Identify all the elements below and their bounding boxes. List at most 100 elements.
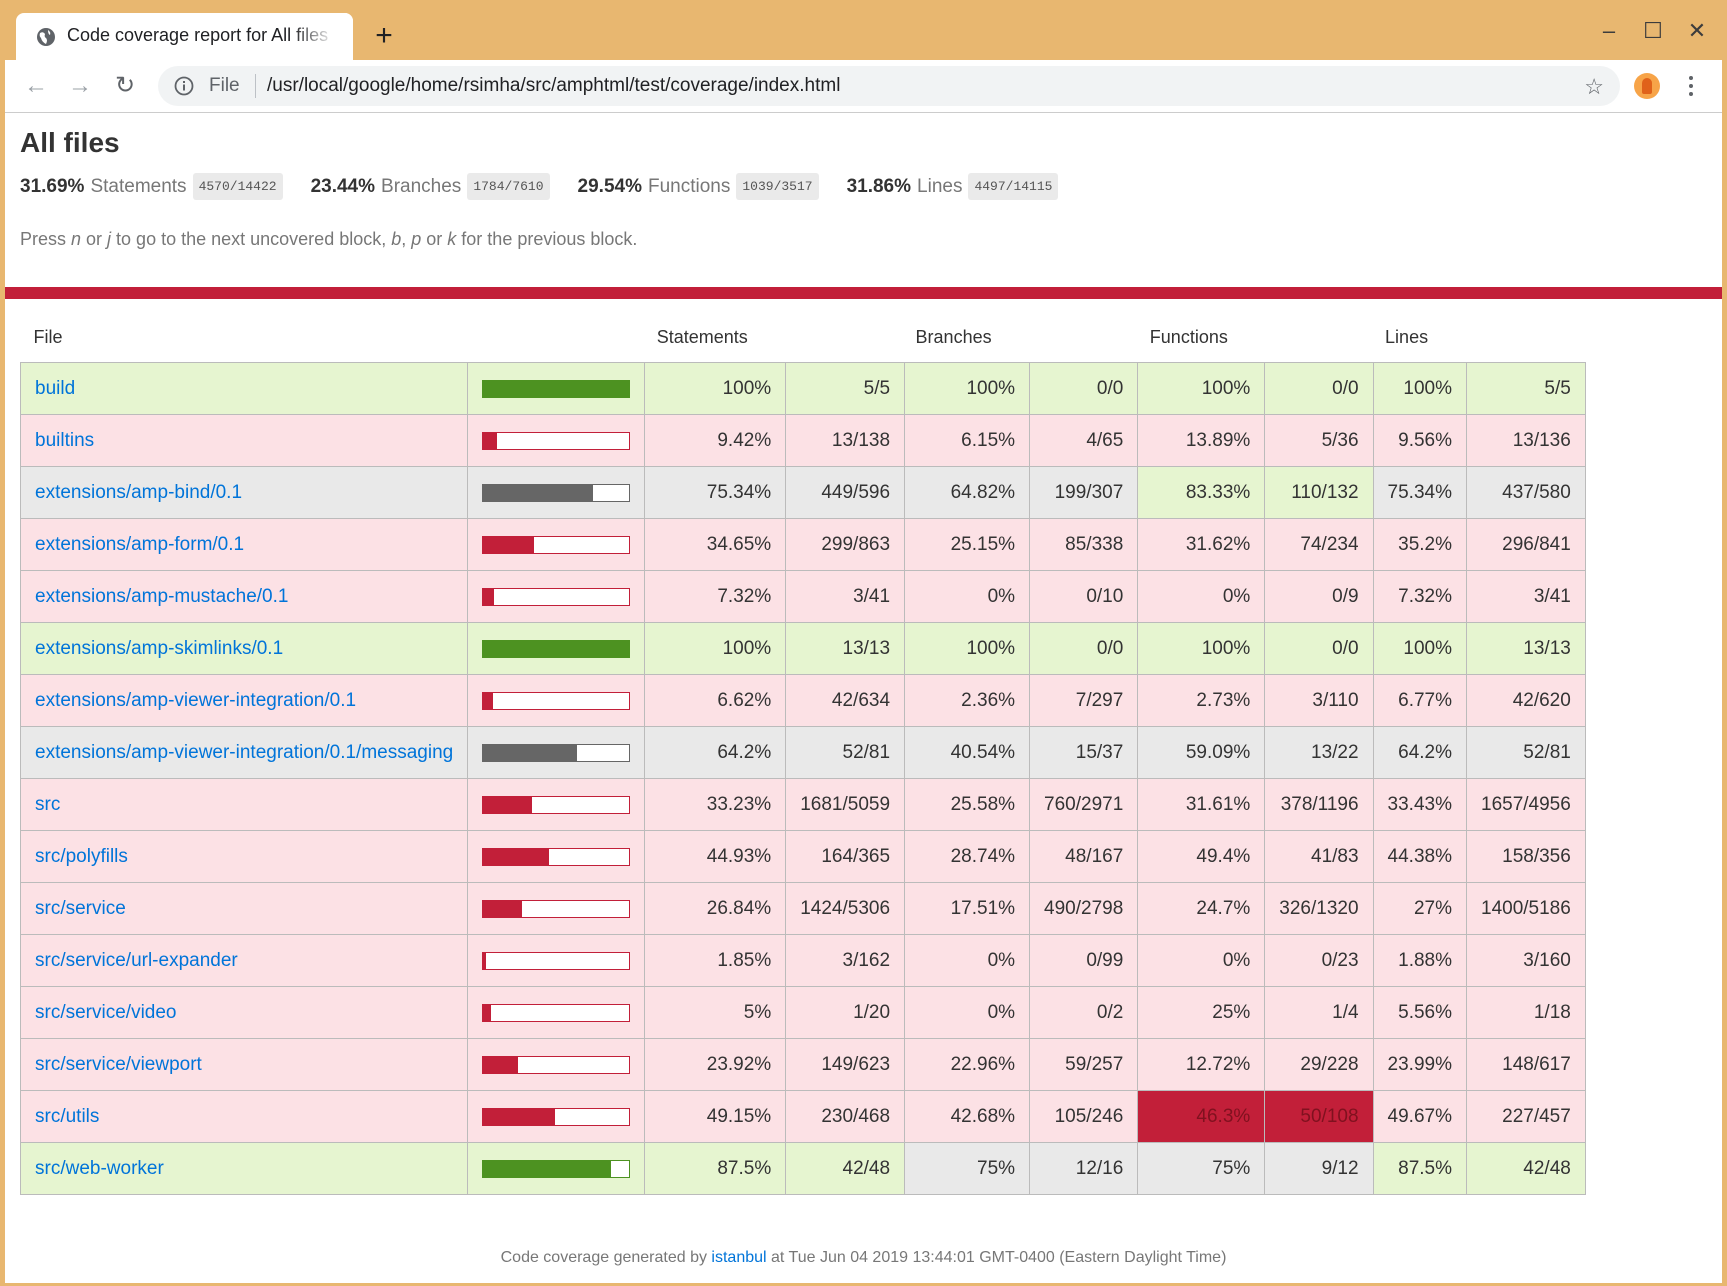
info-icon[interactable] <box>174 76 194 96</box>
statements-fraction: 164/365 <box>785 830 906 883</box>
coverage-table: File Statements Branches Functions Lines… <box>19 313 1586 1195</box>
file-link[interactable]: src/service/url-expander <box>35 949 238 971</box>
file-link[interactable]: build <box>35 377 76 399</box>
header-file[interactable]: File <box>33 327 63 347</box>
header-statements[interactable]: Statements <box>656 327 748 347</box>
table-row: src/service/video 5% 1/20 0% 0/2 25% 1/4 5.56% 1… <box>19 986 1586 1039</box>
tab-title: Code coverage report for All files <box>67 25 329 45</box>
summary-pct: 23.44% <box>310 175 376 197</box>
new-tab-button[interactable]: + <box>375 19 393 52</box>
menu-dots-icon[interactable] <box>1683 72 1699 100</box>
summary-functions: 29.54% Functions 1039/3517 <box>578 173 847 200</box>
summary-label: Lines <box>917 175 963 197</box>
branches-fraction: 0/2 <box>1029 986 1139 1039</box>
functions-fraction: 5/36 <box>1264 414 1374 467</box>
branches-pct: 2.36% <box>904 674 1031 727</box>
coverage-chart-cell <box>467 726 646 779</box>
branches-pct: 64.82% <box>904 466 1031 519</box>
file-link[interactable]: extensions/amp-skimlinks/0.1 <box>35 637 284 659</box>
file-link[interactable]: extensions/amp-mustache/0.1 <box>35 585 289 607</box>
functions-pct: 0% <box>1137 934 1266 987</box>
statements-fraction: 149/623 <box>785 1038 906 1091</box>
branches-fraction: 48/167 <box>1029 830 1139 883</box>
browser-tab[interactable]: Code coverage report for All files <box>16 13 353 60</box>
file-link[interactable]: src/service/video <box>35 1001 177 1023</box>
file-link[interactable]: src/web-worker <box>35 1157 164 1179</box>
branches-pct: 25.58% <box>904 778 1031 831</box>
coverage-bar <box>482 379 631 398</box>
coverage-bar-fill <box>483 1004 491 1021</box>
statements-pct: 34.65% <box>644 518 787 571</box>
summary-fraction: 1784/7610 <box>467 173 550 200</box>
globe-icon <box>37 28 55 46</box>
back-arrow-icon[interactable]: ← <box>24 72 48 99</box>
statements-pct: 44.93% <box>644 830 787 883</box>
coverage-chart-cell <box>467 570 646 623</box>
file-link[interactable]: src/service/viewport <box>35 1053 202 1075</box>
header-lines[interactable]: Lines <box>1385 327 1429 347</box>
functions-fraction: 1/4 <box>1264 986 1374 1039</box>
file-link[interactable]: src <box>35 793 61 815</box>
file-link[interactable]: extensions/amp-bind/0.1 <box>35 481 243 503</box>
file-link[interactable]: extensions/amp-viewer-integration/0.1/me… <box>35 741 454 763</box>
functions-fraction: 50/108 <box>1264 1090 1374 1143</box>
functions-fraction: 110/132 <box>1264 466 1374 519</box>
lines-fraction: 437/580 <box>1466 466 1586 519</box>
file-cell: builtins <box>19 414 469 467</box>
coverage-bar <box>482 743 631 762</box>
minimize-icon[interactable]: – <box>1602 18 1616 43</box>
file-link[interactable]: extensions/amp-form/0.1 <box>35 533 245 555</box>
maximize-icon[interactable]: ☐ <box>1643 18 1663 43</box>
file-link[interactable]: builtins <box>35 429 95 451</box>
coverage-chart-cell <box>467 674 646 727</box>
profile-avatar[interactable] <box>1634 73 1660 99</box>
coverage-bar-fill <box>483 1056 519 1073</box>
table-row: builtins 9.42% 13/138 6.15% 4/65 13.89% 5/36 9.… <box>19 414 1586 467</box>
url-text[interactable]: /usr/local/google/home/rsimha/src/amphtm… <box>267 75 841 96</box>
file-link[interactable]: extensions/amp-viewer-integration/0.1 <box>35 689 357 711</box>
reload-icon[interactable]: ↻ <box>114 72 136 99</box>
functions-fraction: 0/0 <box>1264 622 1374 675</box>
file-link[interactable]: src/polyfills <box>35 845 128 867</box>
bookmark-star-icon[interactable]: ☆ <box>1584 74 1604 99</box>
header-functions[interactable]: Functions <box>1149 327 1228 347</box>
table-row: extensions/amp-viewer-integration/0.1 6.6… <box>19 674 1586 727</box>
functions-fraction: 0/9 <box>1264 570 1374 623</box>
coverage-bar-fill <box>483 536 534 553</box>
coverage-status-bar <box>5 287 1722 299</box>
coverage-bar <box>482 1003 631 1022</box>
branches-fraction: 85/338 <box>1029 518 1139 571</box>
statements-pct: 87.5% <box>644 1142 787 1195</box>
statements-fraction: 449/596 <box>785 466 906 519</box>
summary-pct: 31.69% <box>20 175 85 197</box>
header-branches[interactable]: Branches <box>915 327 992 347</box>
close-icon[interactable]: ✕ <box>1687 18 1707 43</box>
coverage-bar-fill <box>483 484 594 501</box>
file-cell: build <box>19 362 469 415</box>
file-link[interactable]: src/utils <box>35 1105 100 1127</box>
address-bar[interactable]: File /usr/local/google/home/rsimha/src/a… <box>158 66 1620 106</box>
branches-pct: 100% <box>904 362 1031 415</box>
statements-fraction: 13/138 <box>785 414 906 467</box>
header-chart <box>468 313 645 363</box>
functions-pct: 25% <box>1137 986 1266 1039</box>
coverage-bar <box>482 483 631 502</box>
coverage-bar-fill <box>483 900 523 917</box>
branches-pct: 40.54% <box>904 726 1031 779</box>
coverage-bar-fill <box>483 952 486 969</box>
forward-arrow-icon[interactable]: → <box>68 72 92 99</box>
lines-pct: 100% <box>1372 362 1468 415</box>
table-row: src/service 26.84% 1424/5306 17.51% 490/2798… <box>19 882 1586 935</box>
file-cell: src/service <box>19 882 469 935</box>
lines-fraction: 1400/5186 <box>1466 882 1586 935</box>
coverage-bar-fill <box>483 744 577 761</box>
coverage-bar-fill <box>483 1160 611 1177</box>
functions-fraction: 74/234 <box>1264 518 1374 571</box>
file-link[interactable]: src/service <box>35 897 126 919</box>
lines-fraction: 52/81 <box>1466 726 1586 779</box>
lines-pct: 44.38% <box>1372 830 1468 883</box>
istanbul-link[interactable]: istanbul <box>711 1249 767 1266</box>
statements-pct: 6.62% <box>644 674 787 727</box>
branches-pct: 6.15% <box>904 414 1031 467</box>
